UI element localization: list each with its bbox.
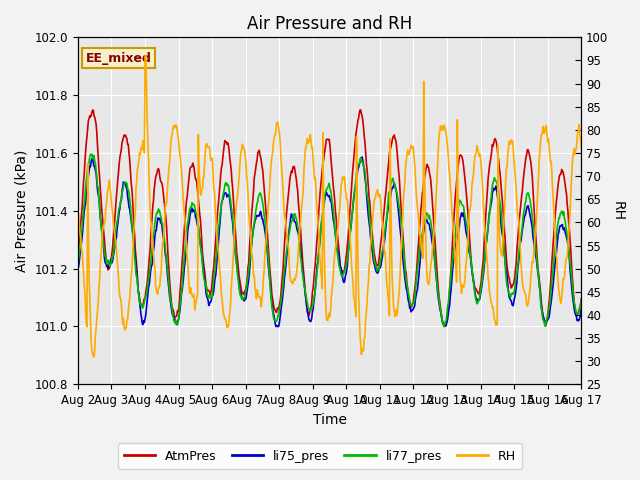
Title: Air Pressure and RH: Air Pressure and RH bbox=[247, 15, 412, 33]
Text: EE_mixed: EE_mixed bbox=[86, 52, 151, 65]
Y-axis label: Air Pressure (kPa): Air Pressure (kPa) bbox=[15, 150, 29, 272]
X-axis label: Time: Time bbox=[312, 413, 347, 427]
Y-axis label: RH: RH bbox=[611, 201, 625, 221]
Legend: AtmPres, li75_pres, li77_pres, RH: AtmPres, li75_pres, li77_pres, RH bbox=[118, 444, 522, 469]
